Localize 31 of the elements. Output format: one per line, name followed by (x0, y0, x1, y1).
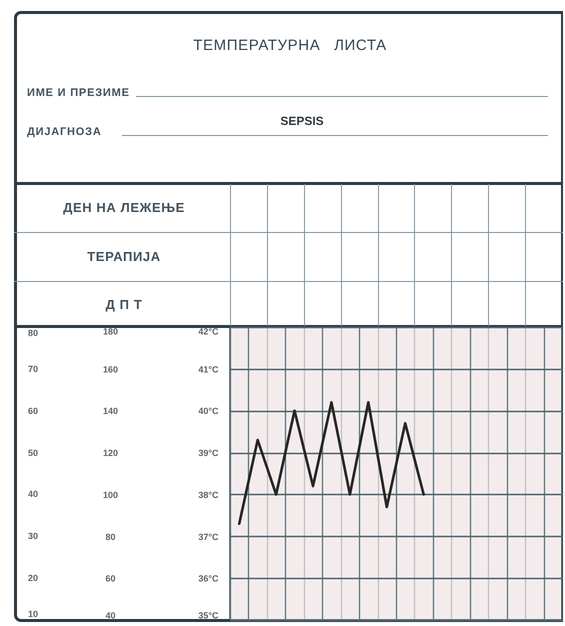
y2-tick-label: 120 (102, 448, 118, 458)
text: 10 (28, 609, 38, 619)
y-tick-label: 41°C (198, 364, 219, 374)
y-tick-label: 39°C (198, 448, 219, 458)
y-tick-label: 35°C (198, 610, 219, 620)
text: ДЕН НА ЛЕЖЕЊЕ (63, 200, 185, 215)
y2-tick-label: 40 (105, 610, 116, 620)
text: 60 (28, 406, 38, 416)
y2-tick-label: 180 (102, 326, 118, 336)
text: Д П Т (106, 297, 142, 312)
text: 40 (28, 489, 38, 500)
text: ДИЈАГНОЗА (27, 126, 102, 139)
text: SEPSIS (280, 114, 324, 128)
text: ТЕРАПИЈА (87, 249, 161, 264)
y2-tick-label: 140 (102, 406, 118, 416)
text: 80 (28, 328, 38, 338)
chart-title: ТЕМПЕРАТУРНА ЛИСТА (193, 37, 387, 55)
y-tick-label: 37°C (198, 532, 219, 542)
text: 50 (28, 448, 38, 458)
y-tick-label: 36°C (198, 574, 219, 584)
text: ИМЕ И ПРЕЗИМЕ (27, 87, 130, 100)
y2-tick-label: 80 (105, 532, 116, 542)
text: 20 (28, 573, 38, 584)
y2-tick-label: 100 (102, 490, 118, 500)
y-tick-label: 38°C (198, 490, 219, 500)
y-tick-label: 40°C (198, 406, 219, 416)
y2-tick-label: 160 (102, 364, 118, 374)
y2-tick-label: 60 (105, 574, 116, 584)
text: 30 (28, 531, 38, 542)
text: 70 (28, 364, 38, 374)
y-tick-label: 42°C (198, 326, 219, 336)
